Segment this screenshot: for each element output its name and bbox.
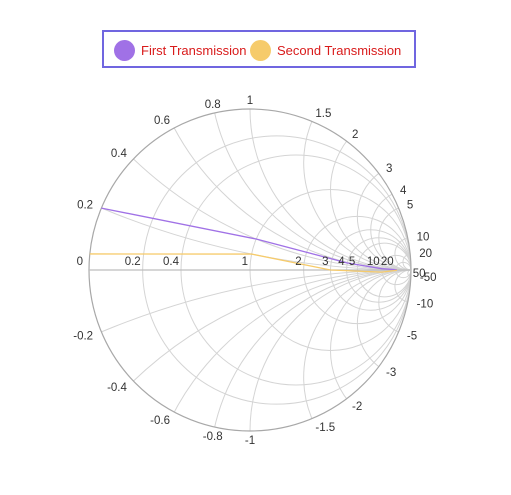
resistance-label: 4 xyxy=(338,256,345,268)
reactance-arc xyxy=(356,162,411,271)
reactance-arc xyxy=(89,269,411,431)
reactance-arc xyxy=(209,109,411,271)
resistance-label: 1 xyxy=(242,256,248,268)
resistance-label: 3 xyxy=(322,256,328,268)
resistance-label: 10 xyxy=(367,256,380,268)
reactance-label: 0.8 xyxy=(205,99,221,111)
reactance-label: 0.4 xyxy=(111,148,128,160)
reactance-arc xyxy=(356,269,411,378)
reactance-label: 0.2 xyxy=(77,200,93,212)
reactance-label: -0.8 xyxy=(203,431,223,443)
reactance-label: 5 xyxy=(407,200,413,212)
reactance-label: 2 xyxy=(352,129,358,141)
resistance-label: 5 xyxy=(349,256,355,268)
legend-marker-first xyxy=(114,39,135,61)
reactance-label: -1 xyxy=(245,435,255,447)
reactance-label: -2 xyxy=(352,401,362,413)
series-layer xyxy=(89,207,398,273)
reactance-label: -0.2 xyxy=(73,330,93,342)
reactance-label: -5 xyxy=(407,330,417,342)
legend-item-second-transmission[interactable]: Second Transmission xyxy=(250,39,401,61)
chart-legend: First Transmission Second Transmission xyxy=(102,30,416,68)
reactance-label: -3 xyxy=(386,367,396,379)
legend-label-second: Second Transmission xyxy=(277,42,402,58)
resistance-label: 20 xyxy=(381,256,394,268)
legend-marker-second xyxy=(250,39,271,61)
resistance-label: 0.4 xyxy=(163,256,180,268)
reactance-arc xyxy=(89,109,411,271)
reactance-label: 1.5 xyxy=(315,108,331,120)
resistance-label: 50 xyxy=(413,268,426,280)
reactance-arc xyxy=(209,269,411,431)
reactance-label: 1 xyxy=(247,95,253,107)
reactance-arc xyxy=(142,269,411,431)
resistance-label: 0.2 xyxy=(125,256,141,268)
reactance-label: 3 xyxy=(386,163,392,175)
reactance-label: 10 xyxy=(417,231,430,243)
reactance-arc xyxy=(330,109,411,271)
reactance-label: -0.4 xyxy=(107,382,127,394)
reactance-label: -1.5 xyxy=(315,422,335,434)
reactance-arc xyxy=(89,269,411,431)
series-line-1[interactable] xyxy=(101,207,398,271)
reactance-label: -0.6 xyxy=(150,415,170,427)
reactance-label: 20 xyxy=(419,248,432,260)
reactance-label: 0.6 xyxy=(154,115,170,127)
series-line-2[interactable] xyxy=(89,253,398,273)
legend-label-first: First Transmission xyxy=(141,42,247,58)
reactance-arc xyxy=(402,253,411,271)
legend-item-first-transmission[interactable]: First Transmission xyxy=(114,39,246,61)
reactance-arc xyxy=(370,189,411,271)
resistance-label: 0 xyxy=(77,256,83,268)
resistance-label: 2 xyxy=(295,256,301,268)
reactance-arc xyxy=(249,269,411,431)
reactance-label: 4 xyxy=(400,185,407,197)
reactance-arc xyxy=(89,109,411,271)
reactance-label: -10 xyxy=(417,299,434,311)
reactance-arc xyxy=(330,269,411,431)
reactance-label: -50 xyxy=(420,272,437,284)
